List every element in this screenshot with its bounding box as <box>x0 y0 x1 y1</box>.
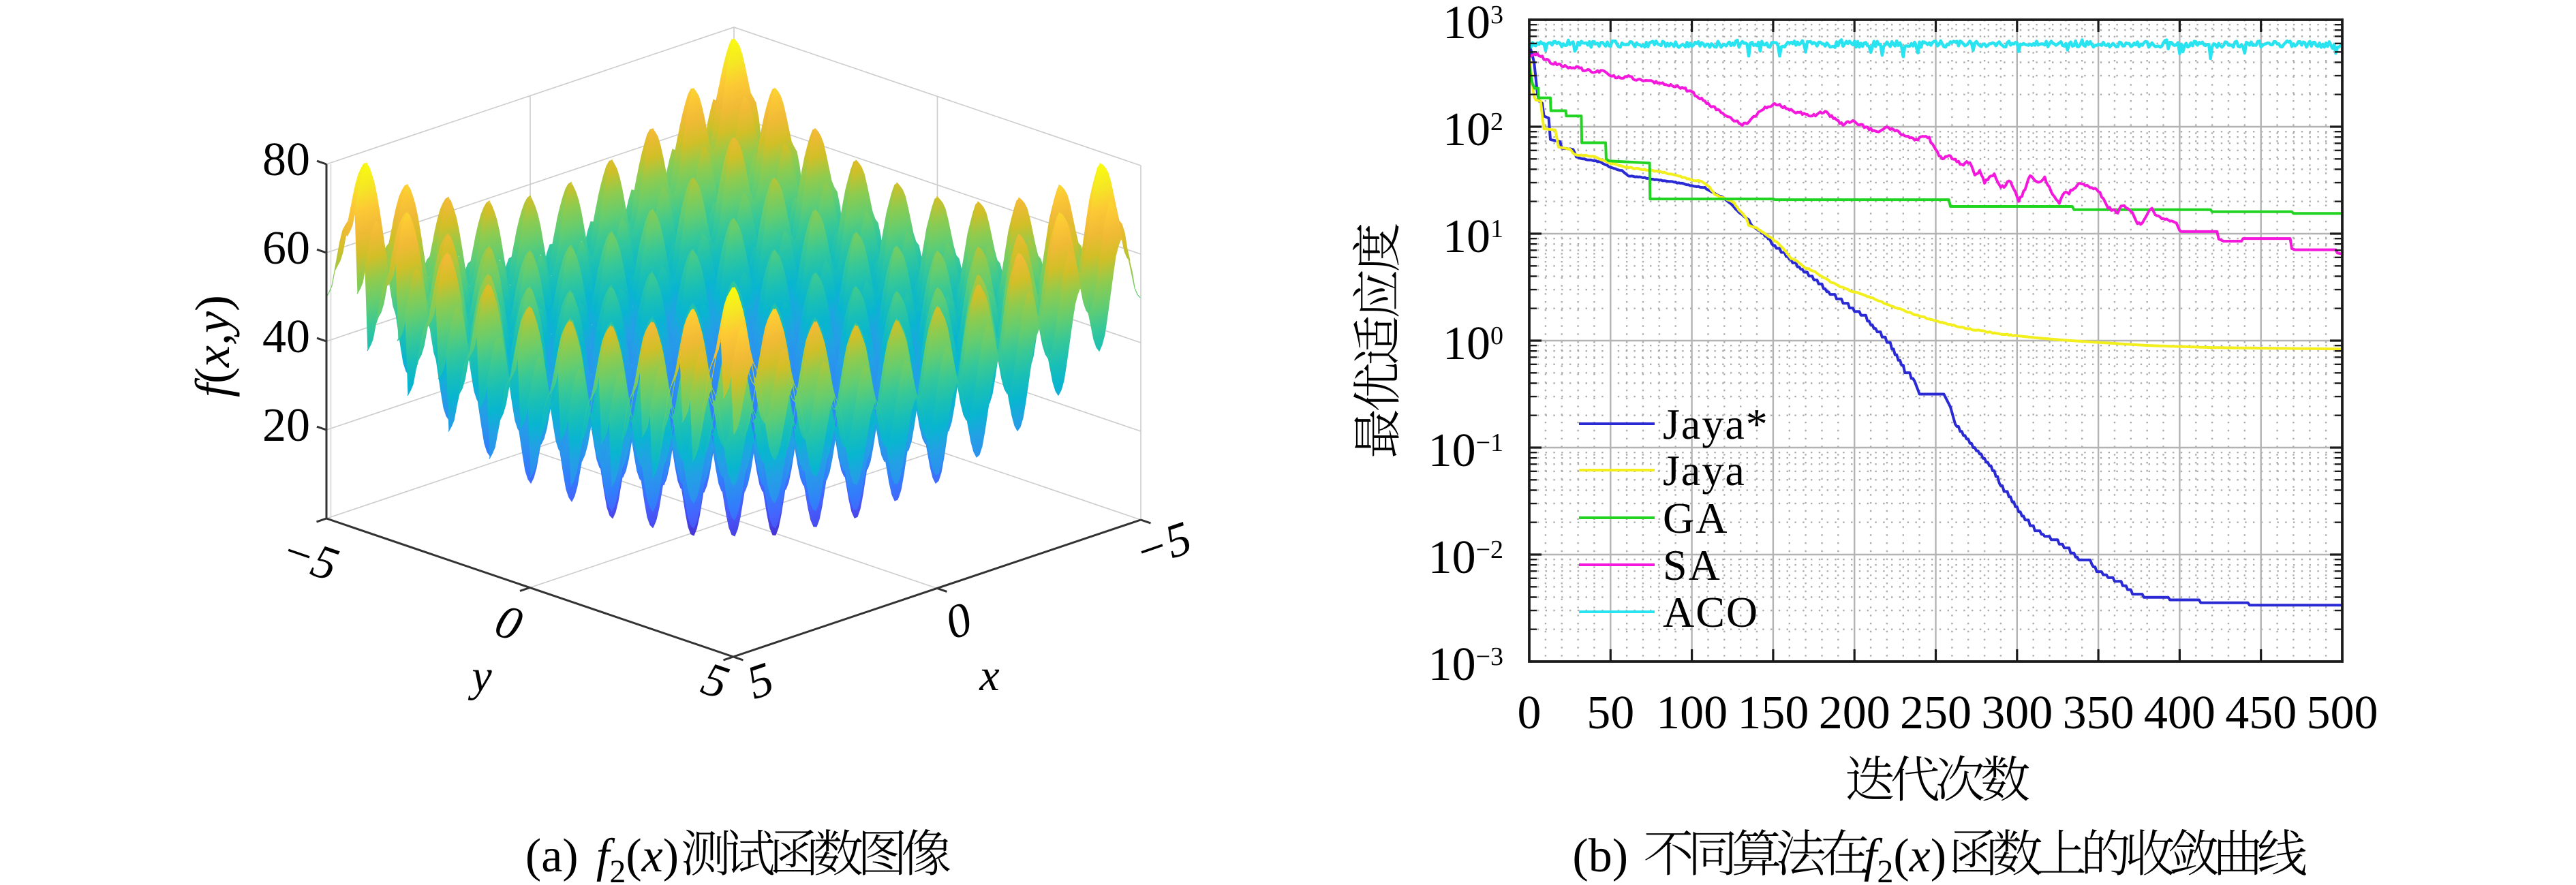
svg-text:Jaya*: Jaya* <box>1663 400 1769 448</box>
svg-text:40: 40 <box>262 311 310 363</box>
svg-text:(a): (a) <box>525 830 579 882</box>
svg-text:50: 50 <box>1586 687 1634 739</box>
svg-text:Jaya: Jaya <box>1663 446 1746 495</box>
svg-text:350: 350 <box>2063 687 2134 739</box>
svg-text:0: 0 <box>1518 687 1542 739</box>
svg-text:500: 500 <box>2307 687 2378 739</box>
svg-text:200: 200 <box>1819 687 1890 739</box>
svg-text:100: 100 <box>1656 687 1728 739</box>
svg-text:450: 450 <box>2225 687 2297 739</box>
svg-text:GA: GA <box>1663 494 1728 542</box>
svg-text:400: 400 <box>2144 687 2215 739</box>
svg-text:y: y <box>467 651 492 701</box>
svg-text:300: 300 <box>1981 687 2053 739</box>
svg-text:20: 20 <box>262 399 310 452</box>
svg-text:ACO: ACO <box>1663 588 1759 636</box>
svg-text:f2(x): f2(x) <box>596 830 679 885</box>
svg-text:f(x,y): f(x,y) <box>185 295 240 397</box>
svg-text:250: 250 <box>1900 687 1972 739</box>
svg-text:10−3: 10−3 <box>1428 638 1503 691</box>
svg-text:x: x <box>979 651 999 700</box>
svg-text:80: 80 <box>262 134 310 186</box>
svg-text:f2(x): f2(x) <box>1864 830 1946 885</box>
svg-text:(b): (b) <box>1572 830 1628 882</box>
svg-text:150: 150 <box>1737 687 1809 739</box>
svg-text:SA: SA <box>1663 541 1721 589</box>
svg-text:60: 60 <box>262 222 310 275</box>
